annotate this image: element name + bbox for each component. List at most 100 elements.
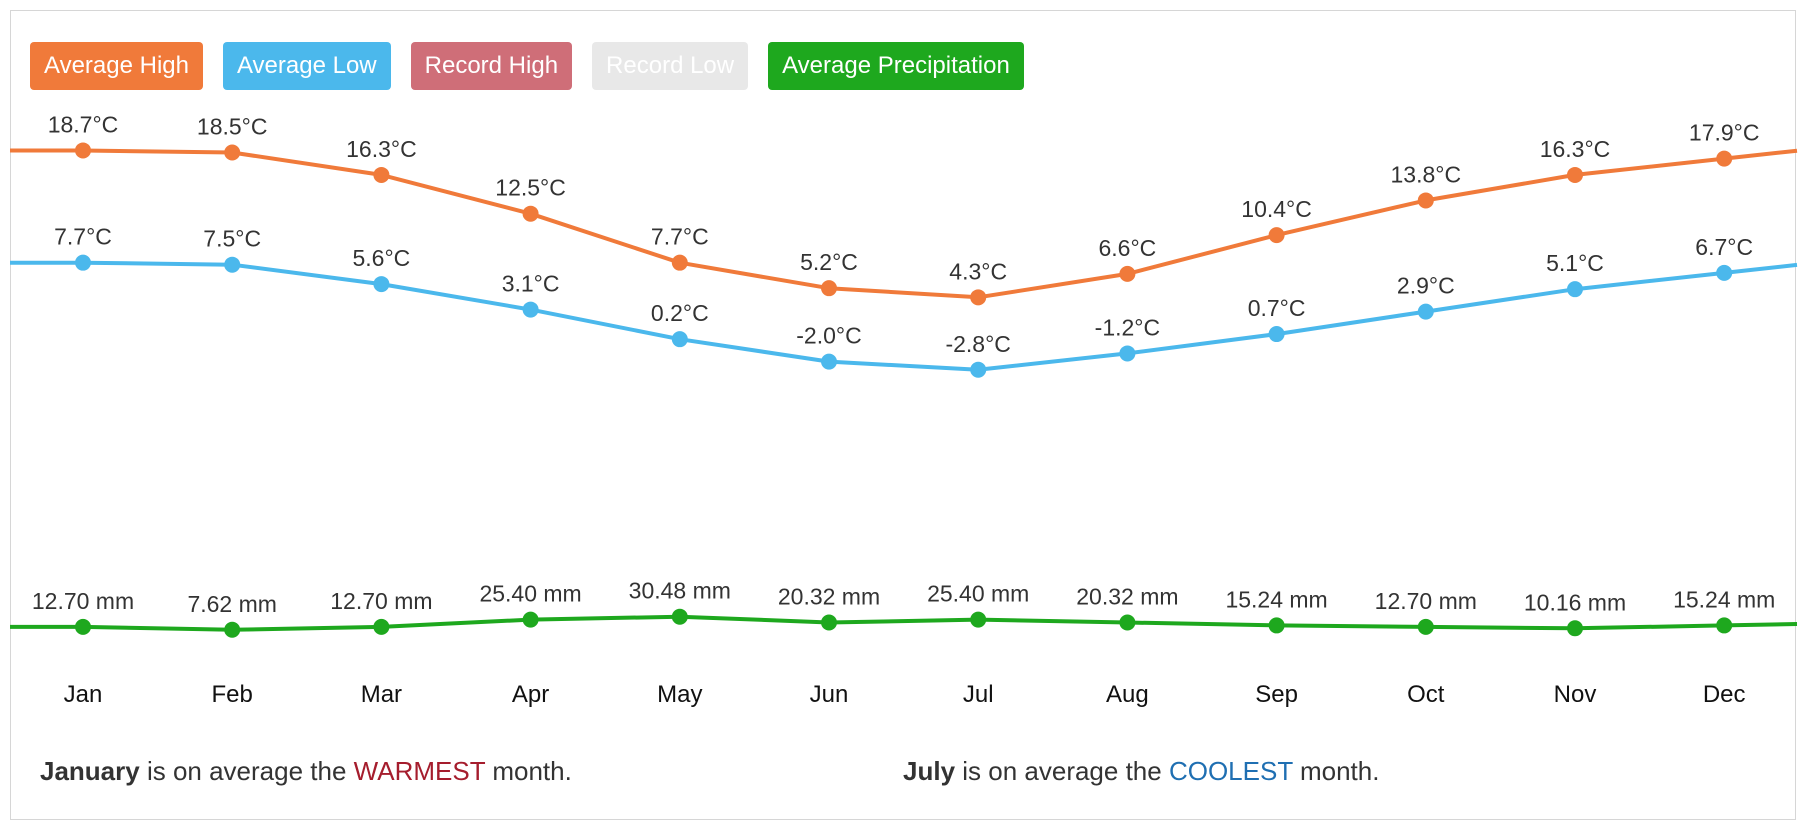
average-low-value-label-jan: 7.7°C bbox=[54, 224, 112, 250]
average-precipitation-point-jul bbox=[970, 611, 987, 628]
x-axis-label-feb: Feb bbox=[212, 681, 253, 708]
average-low-point-sep bbox=[1268, 326, 1285, 343]
average-high-value-label-sep: 10.4°C bbox=[1241, 196, 1312, 222]
average-high-point-apr bbox=[522, 205, 539, 222]
average-precipitation-value-label-may: 30.48 mm bbox=[629, 578, 731, 604]
x-axis-label-jan: Jan bbox=[64, 681, 103, 708]
average-high-point-mar bbox=[373, 166, 390, 183]
average-precipitation-point-may bbox=[671, 608, 688, 625]
average-high-point-may bbox=[671, 254, 688, 271]
average-high-value-label-mar: 16.3°C bbox=[346, 136, 417, 162]
chart-legend: Average High Average Low Record High Rec… bbox=[30, 42, 1024, 90]
average-precipitation-point-oct bbox=[1417, 618, 1434, 635]
average-low-point-jun bbox=[821, 353, 837, 370]
average-low-value-label-feb: 7.5°C bbox=[203, 226, 261, 252]
average-precipitation-point-apr bbox=[522, 611, 539, 628]
x-axis-label-jul: Jul bbox=[963, 681, 994, 708]
average-low-point-jan bbox=[75, 254, 91, 271]
average-precipitation-value-label-jun: 20.32 mm bbox=[778, 584, 880, 610]
warmest-month-note: January is on average the WARMEST month. bbox=[40, 756, 572, 787]
average-high-value-label-feb: 18.5°C bbox=[197, 114, 268, 140]
average-low-point-mar bbox=[373, 276, 390, 293]
average-high-value-label-jan: 18.7°C bbox=[48, 111, 119, 137]
average-high-value-label-apr: 12.5°C bbox=[495, 175, 566, 201]
average-precipitation-point-feb bbox=[224, 621, 241, 638]
average-precipitation-value-label-apr: 25.40 mm bbox=[479, 581, 581, 607]
climate-chart-panel bbox=[10, 10, 1796, 820]
average-high-point-jan bbox=[75, 142, 91, 159]
average-precipitation-point-jan bbox=[75, 618, 91, 635]
x-axis-label-nov: Nov bbox=[1554, 681, 1597, 708]
average-low-value-label-apr: 3.1°C bbox=[502, 271, 560, 297]
average-low-value-label-oct: 2.9°C bbox=[1397, 273, 1455, 299]
average-low-point-aug bbox=[1119, 345, 1136, 362]
coolest-note-prefix: is on average the bbox=[955, 756, 1169, 786]
average-low-value-label-dec: 6.7°C bbox=[1695, 234, 1753, 260]
average-low-value-label-may: 0.2°C bbox=[651, 300, 709, 326]
warmest-keyword: WARMEST bbox=[353, 756, 486, 786]
x-axis-label-dec: Dec bbox=[1703, 681, 1746, 708]
x-axis-label-jun: Jun bbox=[810, 681, 849, 708]
average-low-value-label-jul: -2.8°C bbox=[945, 331, 1010, 357]
warmest-month-name: January bbox=[40, 756, 140, 786]
average-high-point-nov bbox=[1567, 166, 1583, 183]
average-precipitation-value-label-aug: 20.32 mm bbox=[1076, 584, 1178, 610]
average-high-point-dec bbox=[1716, 150, 1733, 167]
average-precipitation-value-label-dec: 15.24 mm bbox=[1673, 586, 1775, 612]
legend-record-high-button[interactable]: Record High bbox=[410, 42, 573, 90]
average-low-value-label-mar: 5.6°C bbox=[353, 245, 411, 271]
average-low-line bbox=[10, 260, 1798, 372]
warmest-note-suffix: month. bbox=[485, 756, 572, 786]
average-high-point-aug bbox=[1119, 265, 1136, 282]
average-precipitation-value-label-mar: 12.70 mm bbox=[330, 588, 432, 614]
average-precipitation-value-label-oct: 12.70 mm bbox=[1375, 588, 1477, 614]
coolest-month-note: July is on average the COOLEST month. bbox=[903, 756, 1379, 787]
average-precipitation-value-label-nov: 10.16 mm bbox=[1524, 589, 1626, 615]
climate-line-chart: Jan Feb Mar Apr May Jun Jul Aug Sep Oct Nov Dec 18.7… bbox=[10, 111, 1798, 708]
average-high-line bbox=[10, 148, 1798, 300]
average-precipitation-value-label-feb: 7.62 mm bbox=[187, 591, 276, 617]
average-low-value-label-jun: -2.0°C bbox=[796, 323, 861, 349]
average-precipitation-point-jun bbox=[821, 614, 837, 631]
average-low-point-apr bbox=[522, 301, 539, 318]
average-high-value-label-oct: 13.8°C bbox=[1391, 161, 1462, 187]
legend-average-precipitation-button[interactable]: Average Precipitation bbox=[768, 42, 1024, 90]
legend-record-low-button[interactable]: Record Low bbox=[592, 42, 749, 90]
average-precipitation-value-label-sep: 15.24 mm bbox=[1225, 586, 1327, 612]
average-high-point-oct bbox=[1417, 192, 1434, 209]
average-high-value-label-jun: 5.2°C bbox=[800, 249, 858, 275]
coolest-note-suffix: month. bbox=[1292, 756, 1380, 786]
average-high-point-jul bbox=[970, 289, 987, 306]
average-precipitation-point-dec bbox=[1716, 617, 1733, 634]
average-precipitation-line bbox=[10, 614, 1798, 632]
average-low-value-label-sep: 0.7°C bbox=[1248, 295, 1306, 321]
average-low-point-nov bbox=[1567, 281, 1583, 298]
average-low-point-jul bbox=[970, 361, 987, 378]
average-low-value-label-aug: -1.2°C bbox=[1095, 314, 1160, 340]
legend-average-low-button[interactable]: Average Low bbox=[222, 42, 391, 90]
average-precipitation-value-label-jan: 12.70 mm bbox=[32, 588, 134, 614]
coolest-keyword: COOLEST bbox=[1168, 756, 1293, 786]
average-high-point-sep bbox=[1268, 227, 1285, 244]
average-low-point-dec bbox=[1716, 264, 1733, 281]
average-high-value-label-aug: 6.6°C bbox=[1099, 235, 1157, 261]
average-high-value-label-dec: 17.9°C bbox=[1689, 120, 1760, 146]
average-precipitation-point-sep bbox=[1268, 617, 1285, 634]
average-high-point-jun bbox=[821, 280, 837, 297]
average-precipitation-point-aug bbox=[1119, 614, 1136, 631]
x-axis-label-may: May bbox=[657, 681, 702, 708]
x-axis-label-sep: Sep bbox=[1255, 681, 1298, 708]
average-high-point-feb bbox=[224, 144, 241, 161]
average-low-point-feb bbox=[224, 256, 241, 273]
average-high-value-label-nov: 16.3°C bbox=[1540, 136, 1611, 162]
average-high-value-label-jul: 4.3°C bbox=[949, 258, 1007, 284]
coolest-month-name: July bbox=[903, 756, 956, 786]
average-low-value-label-nov: 5.1°C bbox=[1546, 250, 1604, 276]
average-low-point-may bbox=[671, 331, 688, 348]
average-low-point-oct bbox=[1417, 303, 1434, 320]
average-precipitation-value-label-jul: 25.40 mm bbox=[927, 581, 1029, 607]
warmest-note-prefix: is on average the bbox=[139, 756, 354, 786]
legend-average-high-button[interactable]: Average High bbox=[30, 42, 203, 90]
x-axis-label-oct: Oct bbox=[1407, 681, 1445, 708]
x-axis-label-aug: Aug bbox=[1106, 681, 1149, 708]
